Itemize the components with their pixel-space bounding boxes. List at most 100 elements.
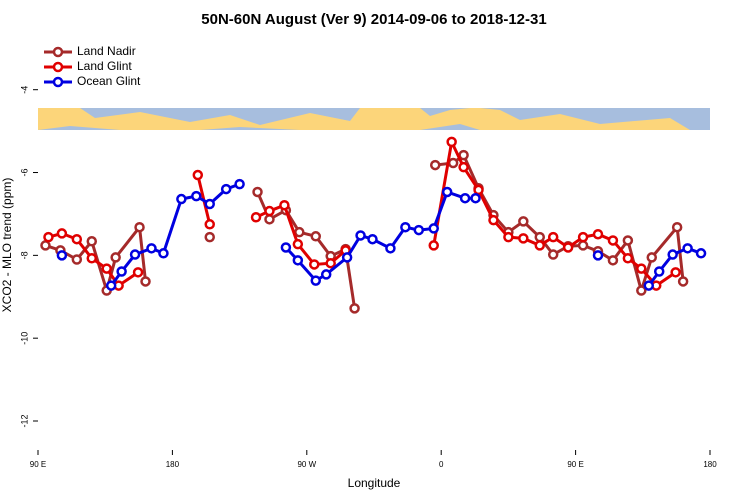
x-axis-label: Longitude <box>348 476 401 490</box>
point <box>140 276 151 287</box>
point <box>320 269 332 280</box>
legend-marker <box>52 61 64 73</box>
point <box>518 216 529 227</box>
point <box>607 235 619 246</box>
point <box>204 231 215 243</box>
point <box>473 184 484 196</box>
point <box>547 231 559 243</box>
y-axis-label: XCO2 - MLO trend (ppm) <box>0 178 14 313</box>
point <box>220 183 232 195</box>
point <box>279 199 290 211</box>
point <box>458 149 469 161</box>
y-tick-label: -10 <box>19 332 29 345</box>
point <box>204 219 215 230</box>
chart-title: 50N-60N August (Ver 9) 2014-09-06 to 201… <box>201 11 546 28</box>
point <box>280 242 292 253</box>
x-tick-label: 90 E <box>30 460 46 469</box>
point <box>446 136 457 148</box>
point <box>622 235 634 246</box>
y-tick-label: -6 <box>19 169 29 177</box>
point <box>547 249 559 260</box>
point <box>250 212 262 223</box>
point <box>310 275 322 286</box>
point <box>682 243 693 254</box>
point <box>355 230 366 241</box>
point <box>204 198 215 210</box>
point <box>110 252 121 263</box>
point <box>577 231 589 243</box>
point <box>349 303 360 314</box>
point <box>86 236 98 247</box>
point <box>534 240 546 251</box>
point <box>294 226 305 238</box>
point <box>592 250 604 261</box>
point <box>367 233 378 245</box>
x-tick-label: 90 W <box>297 460 316 469</box>
point <box>71 233 83 245</box>
point <box>310 231 322 242</box>
point <box>671 221 683 233</box>
point <box>488 214 499 226</box>
point <box>191 190 202 202</box>
point <box>447 157 459 169</box>
point <box>503 231 514 243</box>
point <box>643 280 655 291</box>
legend-label: Land Nadir <box>77 44 136 58</box>
point <box>636 263 647 274</box>
point <box>309 259 320 270</box>
point <box>234 178 245 190</box>
point <box>429 159 441 171</box>
point <box>413 224 425 236</box>
y-tick-label: -8 <box>19 251 29 259</box>
point <box>667 249 678 260</box>
legend-marker <box>52 46 64 58</box>
point <box>129 249 141 260</box>
point <box>622 253 634 264</box>
point <box>636 285 647 296</box>
point <box>592 228 604 240</box>
x-tick-label: 90 E <box>567 460 583 469</box>
point <box>192 169 204 181</box>
point <box>577 240 589 251</box>
point <box>40 240 51 251</box>
point <box>677 276 689 287</box>
point <box>695 248 707 259</box>
y-tick-label: -4 <box>19 86 29 94</box>
point <box>86 253 98 264</box>
point <box>292 238 304 250</box>
point <box>646 252 658 263</box>
point <box>105 280 117 291</box>
point <box>400 221 411 233</box>
legend-marker <box>52 76 64 88</box>
point <box>132 267 144 278</box>
x-tick-label: 0 <box>439 460 444 469</box>
point <box>441 186 453 198</box>
point <box>101 263 112 274</box>
point <box>325 257 336 269</box>
point <box>292 255 304 266</box>
point <box>158 248 169 259</box>
map-strip <box>38 108 710 130</box>
point <box>607 255 619 266</box>
x-tick-label: 180 <box>166 460 180 469</box>
point <box>264 205 275 217</box>
point <box>56 228 68 239</box>
point <box>146 243 157 254</box>
point <box>116 266 127 277</box>
point <box>176 193 187 205</box>
point <box>341 252 353 263</box>
point <box>385 243 396 254</box>
x-tick-label: 180 <box>703 460 717 469</box>
point <box>458 161 469 173</box>
point <box>428 240 439 251</box>
point <box>470 192 481 204</box>
point <box>653 266 665 277</box>
point <box>134 221 145 233</box>
point <box>43 231 54 243</box>
point <box>670 267 681 278</box>
point <box>428 223 439 234</box>
legend-label: Land Glint <box>77 59 132 73</box>
point <box>252 186 263 198</box>
